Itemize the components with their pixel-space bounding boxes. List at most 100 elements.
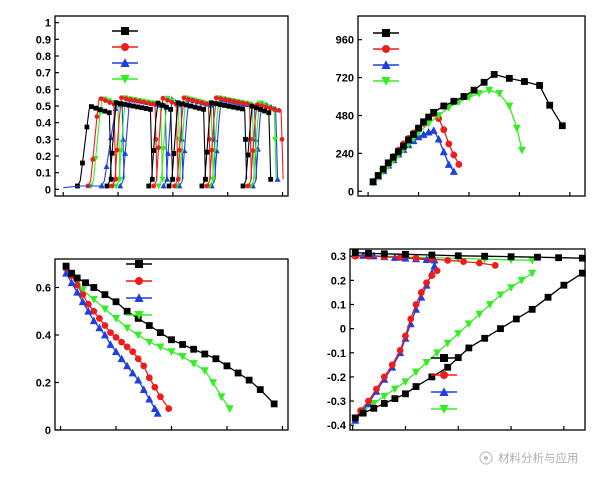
data-point xyxy=(169,99,175,105)
data-point xyxy=(256,386,264,394)
data-point xyxy=(213,95,219,101)
data-point xyxy=(496,291,505,300)
data-point xyxy=(243,136,248,142)
data-point xyxy=(380,392,389,401)
data-point xyxy=(106,340,115,348)
data-point xyxy=(95,323,104,332)
data-point xyxy=(512,124,521,133)
data-point xyxy=(454,354,462,361)
data-point xyxy=(439,147,448,156)
data-point xyxy=(177,147,182,153)
data-point xyxy=(112,298,120,306)
data-point xyxy=(90,284,98,291)
data-point xyxy=(113,183,120,190)
data-point xyxy=(116,176,123,183)
data-point xyxy=(88,104,94,110)
data-point xyxy=(433,349,442,357)
cycle xyxy=(172,95,212,189)
data-point xyxy=(122,101,128,107)
data-point xyxy=(465,344,473,352)
y-tick-label: 960 xyxy=(336,35,354,47)
data-point xyxy=(132,98,138,103)
y-tick-label: 0.1 xyxy=(36,168,51,180)
data-point xyxy=(380,373,388,381)
data-point xyxy=(272,136,279,143)
data-point xyxy=(217,393,226,401)
data-point xyxy=(422,359,431,367)
data-point xyxy=(402,250,409,258)
data-point xyxy=(480,78,488,86)
data-point xyxy=(184,102,190,108)
data-point xyxy=(62,269,71,277)
data-point xyxy=(145,338,154,347)
data-point xyxy=(209,379,218,387)
data-point xyxy=(134,314,142,322)
y-tick-label: 0.4 xyxy=(36,330,52,342)
data-point xyxy=(379,165,387,173)
data-point xyxy=(217,102,223,107)
data-point xyxy=(223,362,231,370)
data-point xyxy=(118,101,123,106)
data-point xyxy=(175,100,181,106)
data-point xyxy=(396,346,404,354)
data-point xyxy=(430,108,438,116)
data-point xyxy=(213,101,219,107)
data-point xyxy=(249,103,255,109)
data-point xyxy=(373,385,380,393)
data-point xyxy=(118,338,125,346)
data-point xyxy=(164,97,170,103)
data-point xyxy=(240,106,245,112)
cycle xyxy=(75,104,114,189)
data-point xyxy=(253,105,259,111)
data-point xyxy=(203,101,209,107)
data-point xyxy=(263,104,269,110)
data-point xyxy=(106,110,112,116)
data-point xyxy=(369,178,377,186)
y-tick-label: 480 xyxy=(336,110,354,122)
data-point xyxy=(270,400,278,408)
data-point xyxy=(67,278,76,287)
data-point xyxy=(189,360,198,368)
data-point xyxy=(151,148,157,153)
legend-marker xyxy=(440,354,448,362)
data-point xyxy=(123,96,129,102)
data-point xyxy=(481,252,489,260)
data-point xyxy=(402,390,409,398)
data-point xyxy=(365,249,372,257)
data-point xyxy=(68,269,76,277)
y-tick-label: 0.5 xyxy=(36,101,51,113)
data-point xyxy=(256,100,263,107)
data-point xyxy=(117,354,126,363)
y-tick-label: 720 xyxy=(336,73,354,85)
data-point xyxy=(204,183,210,189)
data-point xyxy=(512,315,520,323)
data-point xyxy=(417,289,425,296)
data-point xyxy=(444,160,453,168)
data-point xyxy=(203,176,208,182)
series-line xyxy=(372,73,563,183)
cycle xyxy=(146,100,175,189)
data-point xyxy=(201,106,206,112)
data-point xyxy=(135,104,140,110)
data-point xyxy=(428,272,436,279)
data-point xyxy=(380,250,388,258)
data-point xyxy=(118,148,125,154)
data-point xyxy=(240,100,246,106)
data-point xyxy=(123,324,132,333)
data-point xyxy=(429,126,438,134)
legend-marker xyxy=(134,293,144,302)
data-point xyxy=(245,101,250,107)
data-point xyxy=(208,100,214,106)
data-point xyxy=(517,276,526,285)
data-point xyxy=(268,176,274,182)
data-point xyxy=(505,74,513,82)
data-point xyxy=(258,106,263,112)
data-point xyxy=(141,99,147,105)
data-point xyxy=(536,82,543,89)
data-point xyxy=(240,183,246,189)
data-point xyxy=(272,106,278,112)
data-point xyxy=(225,405,234,413)
data-point xyxy=(153,409,162,417)
data-point xyxy=(546,101,554,109)
data-point xyxy=(155,183,162,190)
